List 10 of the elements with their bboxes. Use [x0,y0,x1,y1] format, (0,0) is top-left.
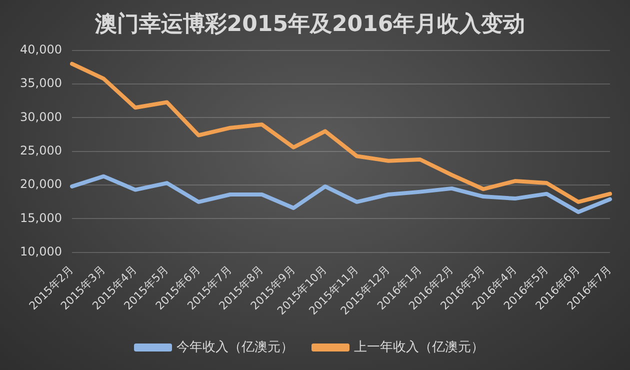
chart-title: 澳门幸运博彩2015年及2016年月收入变动 [94,10,526,37]
y-tick-label: 10,000 [20,244,62,259]
y-tick-label: 30,000 [20,110,62,124]
y-tick-label: 15,000 [20,210,62,225]
y-tick-label: 20,000 [20,177,62,192]
y-tick-label: 25,000 [20,144,62,158]
y-tick-label: 35,000 [20,76,62,90]
legend-label: 上一年收入（亿澳元） [354,340,484,355]
y-tick-label: 40,000 [20,42,62,57]
legend-label: 今年收入（亿澳元） [176,340,294,355]
